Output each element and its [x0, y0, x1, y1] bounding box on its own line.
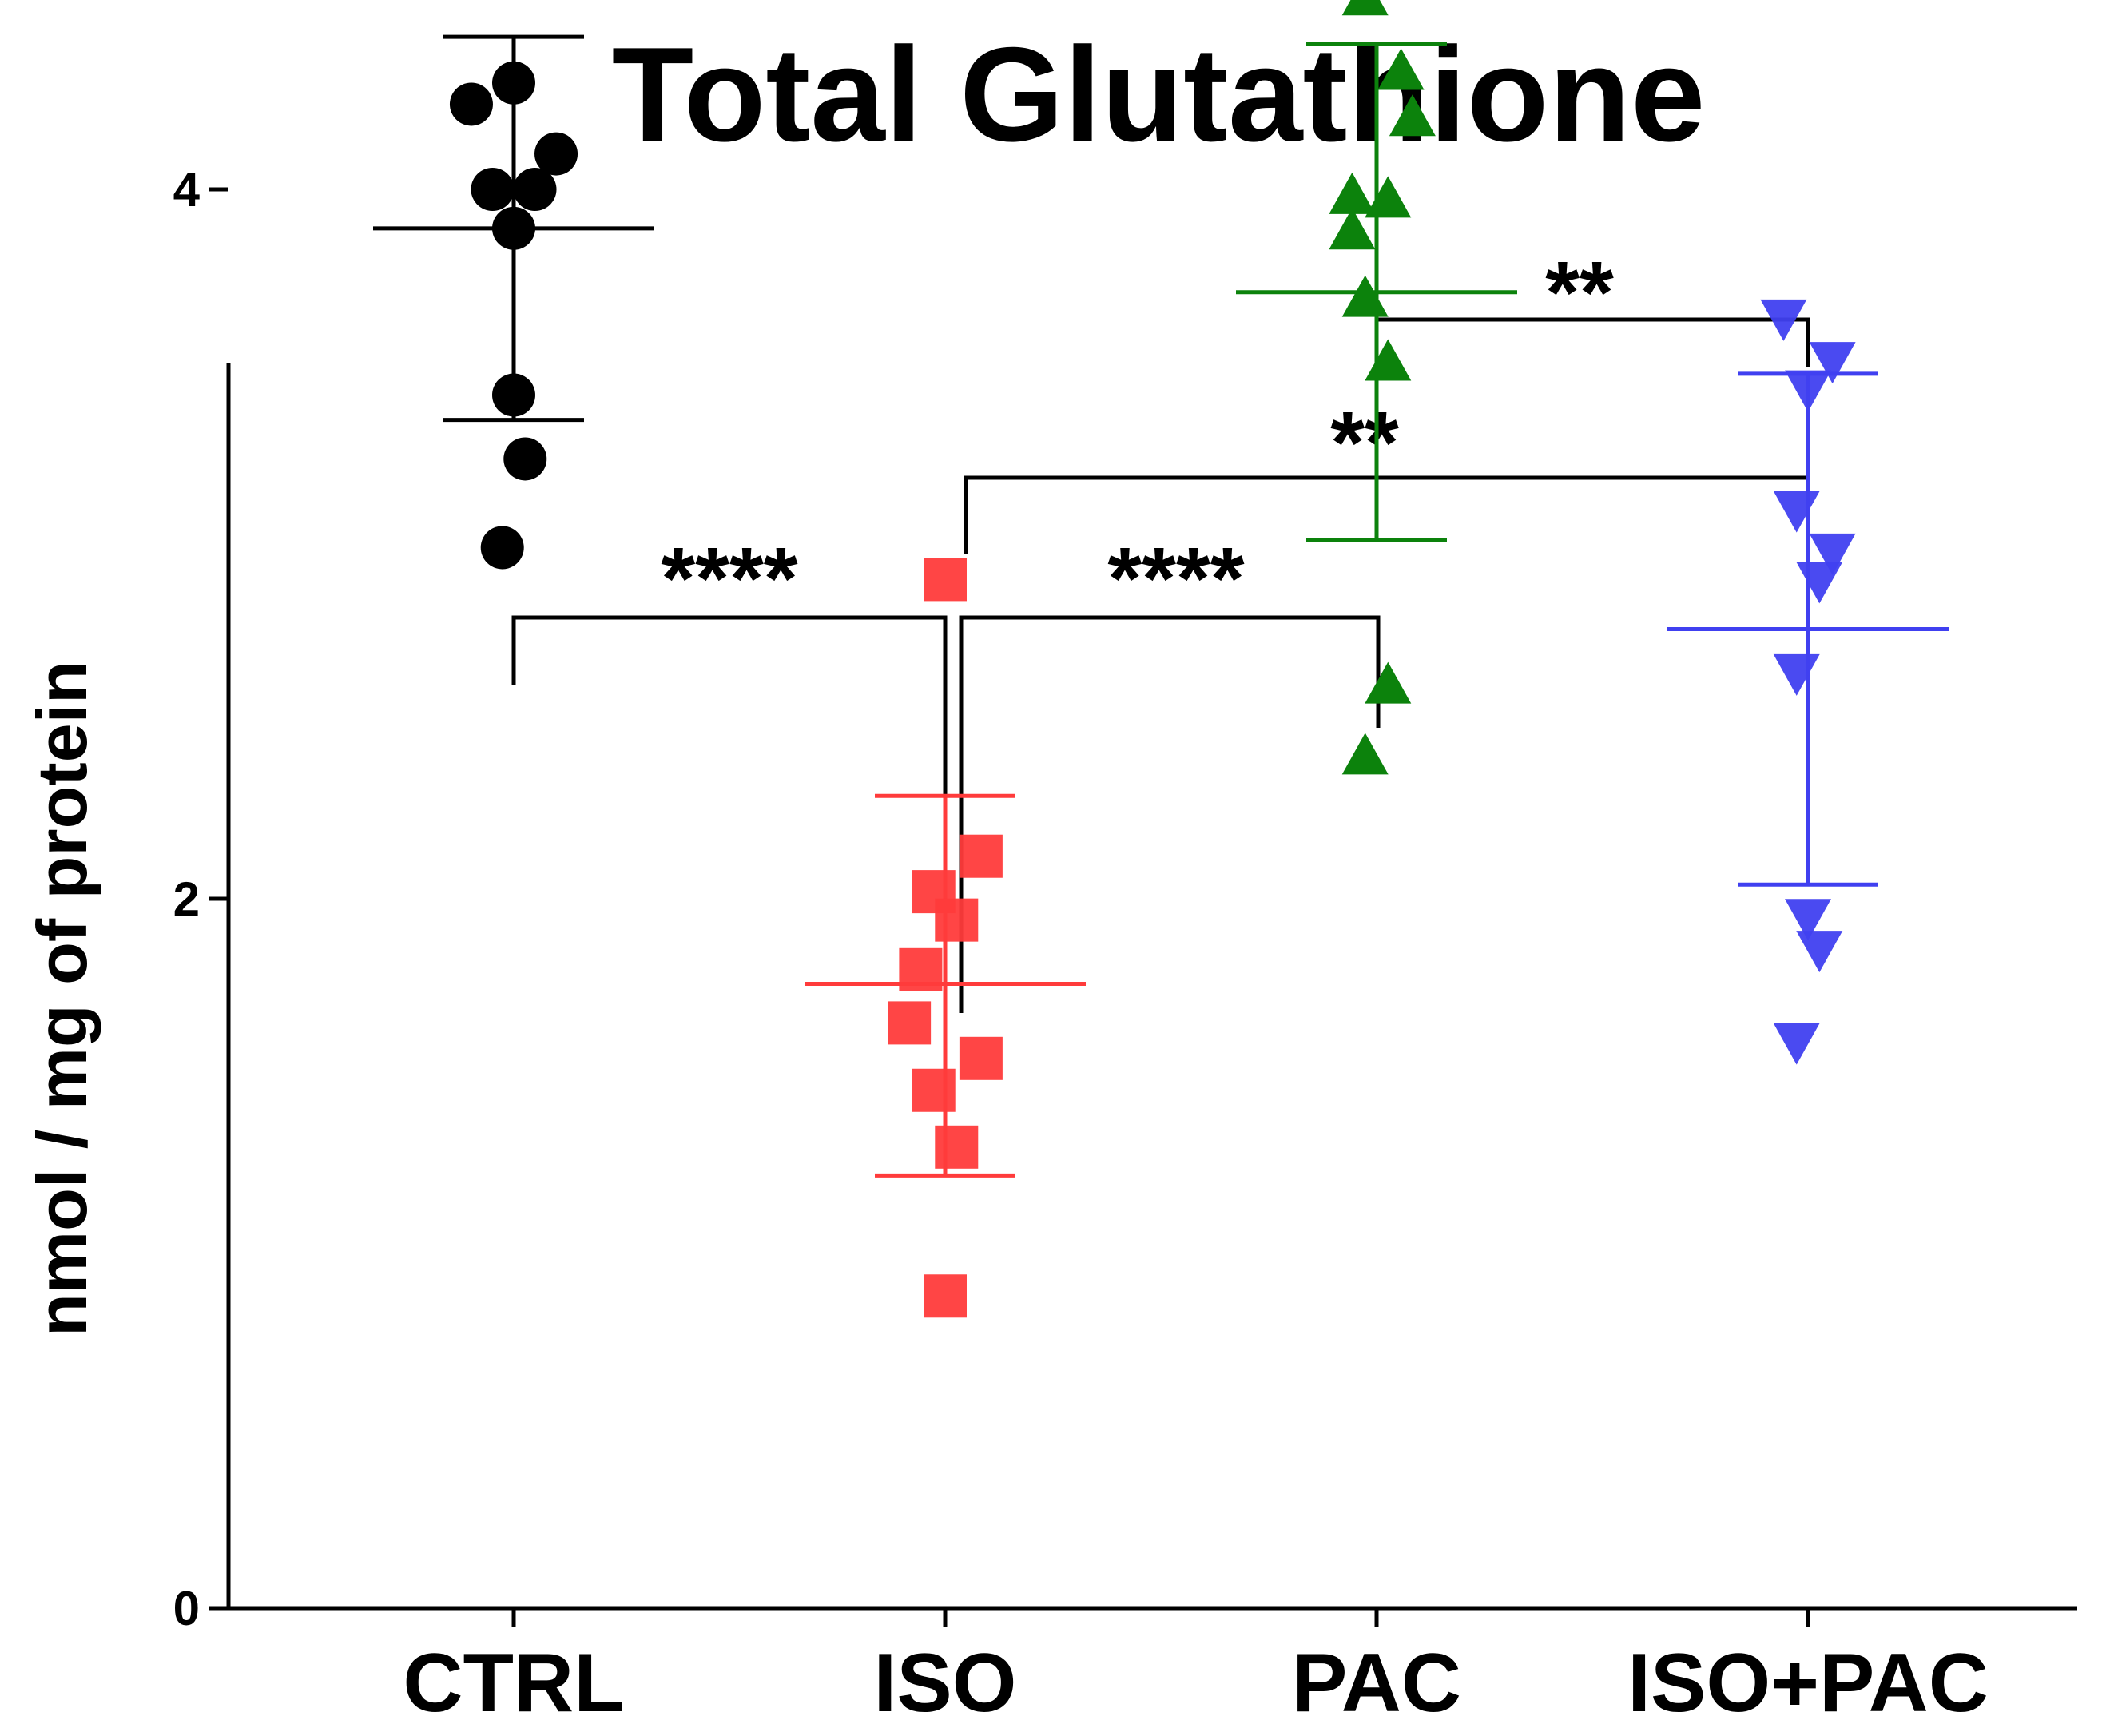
data-point — [471, 168, 515, 211]
data-point — [1796, 562, 1843, 604]
y-tick-label: 4 — [173, 163, 201, 217]
data-point — [924, 558, 967, 602]
y-axis-label: nmol / mg of protein — [22, 661, 101, 1337]
x-tick-label: CTRL — [403, 1637, 624, 1730]
data-point — [935, 1125, 979, 1169]
series-ctrl — [373, 34, 654, 570]
data-series — [373, 0, 1949, 1318]
significance-label: **** — [661, 530, 797, 628]
data-point — [492, 206, 535, 250]
data-point — [1773, 653, 1820, 696]
data-point — [959, 1036, 1003, 1080]
data-point — [1785, 899, 1831, 941]
data-point — [1341, 275, 1389, 317]
significance-bracket — [959, 615, 1381, 1013]
y-tick-label: 2 — [173, 872, 200, 926]
data-point — [1329, 172, 1376, 214]
data-point — [1796, 931, 1843, 973]
x-tick-label: ISO — [873, 1637, 1016, 1730]
data-point — [959, 834, 1003, 878]
data-point — [924, 1274, 967, 1318]
significance-bracket — [511, 615, 948, 1013]
axes: 0246CTRLISOPACISO+PAC — [173, 163, 2077, 1730]
data-point — [492, 373, 535, 417]
data-point — [1329, 208, 1376, 250]
data-point — [534, 132, 578, 176]
data-point — [1785, 370, 1831, 412]
data-point — [1365, 661, 1412, 704]
x-tick-label: PAC — [1292, 1637, 1461, 1730]
data-point — [1760, 299, 1807, 341]
data-point — [1773, 491, 1820, 533]
data-point — [480, 526, 524, 570]
data-point — [492, 61, 535, 105]
significance-label: **** — [1107, 530, 1244, 628]
chart-title: Total Glutathione — [611, 19, 1706, 169]
data-point — [1773, 1023, 1820, 1065]
series-pac — [1236, 0, 1517, 775]
significance-label: ** — [1545, 244, 1614, 342]
data-point — [1389, 94, 1436, 137]
data-point — [1809, 533, 1856, 575]
data-point — [449, 82, 493, 126]
y-tick-label: 0 — [173, 1582, 200, 1635]
data-point — [513, 168, 557, 211]
data-point — [1365, 176, 1412, 218]
data-point — [899, 947, 943, 991]
data-point — [1365, 339, 1412, 381]
series-iso — [805, 558, 1086, 1318]
data-point — [1341, 0, 1389, 16]
data-point — [503, 437, 547, 481]
data-point — [1377, 48, 1425, 90]
data-point — [1341, 733, 1389, 775]
data-point — [935, 898, 979, 942]
significance-label: ** — [1330, 394, 1399, 492]
series-iso-pac — [1667, 299, 1949, 1065]
data-point — [912, 1068, 956, 1112]
data-point — [1809, 342, 1856, 384]
data-point — [888, 1001, 932, 1045]
significance-brackets: **** ******** — [511, 244, 1810, 1013]
x-tick-label: ISO+PAC — [1627, 1637, 1989, 1730]
